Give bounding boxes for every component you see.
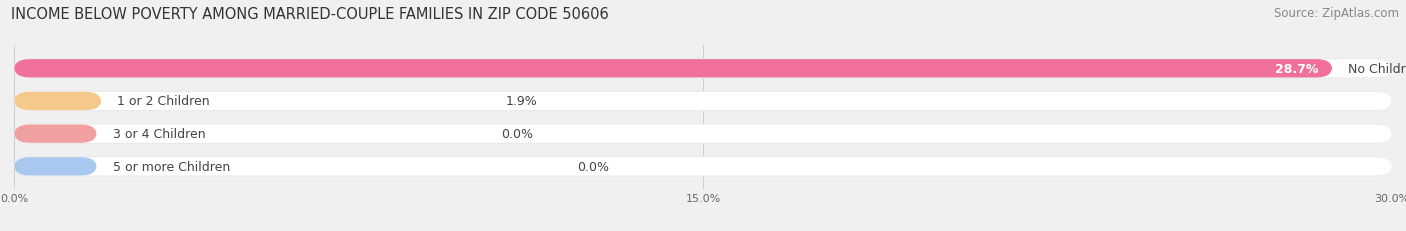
Text: INCOME BELOW POVERTY AMONG MARRIED-COUPLE FAMILIES IN ZIP CODE 50606: INCOME BELOW POVERTY AMONG MARRIED-COUPL… bbox=[11, 7, 609, 22]
Text: 5 or more Children: 5 or more Children bbox=[112, 160, 231, 173]
FancyBboxPatch shape bbox=[14, 91, 1392, 112]
FancyBboxPatch shape bbox=[14, 125, 97, 143]
FancyBboxPatch shape bbox=[14, 59, 1392, 79]
FancyBboxPatch shape bbox=[14, 125, 1392, 143]
Text: No Children: No Children bbox=[1348, 63, 1406, 76]
FancyBboxPatch shape bbox=[14, 124, 1392, 144]
Text: 1 or 2 Children: 1 or 2 Children bbox=[118, 95, 209, 108]
Text: 3 or 4 Children: 3 or 4 Children bbox=[112, 128, 205, 140]
Text: 0.0%: 0.0% bbox=[576, 160, 609, 173]
FancyBboxPatch shape bbox=[14, 158, 97, 176]
FancyBboxPatch shape bbox=[14, 60, 1392, 78]
FancyBboxPatch shape bbox=[14, 60, 1333, 78]
FancyBboxPatch shape bbox=[14, 157, 1392, 177]
Text: 0.0%: 0.0% bbox=[501, 128, 533, 140]
FancyBboxPatch shape bbox=[14, 158, 1392, 176]
Text: Source: ZipAtlas.com: Source: ZipAtlas.com bbox=[1274, 7, 1399, 20]
FancyBboxPatch shape bbox=[14, 92, 1392, 111]
Text: 1.9%: 1.9% bbox=[506, 95, 537, 108]
Text: 28.7%: 28.7% bbox=[1275, 63, 1319, 76]
FancyBboxPatch shape bbox=[14, 92, 101, 111]
